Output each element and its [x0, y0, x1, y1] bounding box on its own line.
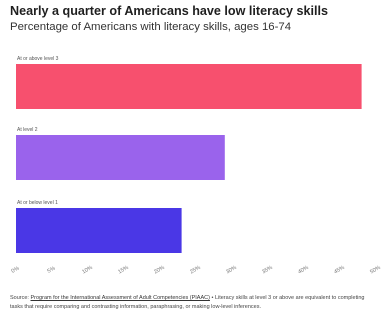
category-label: At or below level 1 [17, 200, 58, 206]
x-axis-ticks: 0% 5% 10% 15% 20% 25% 30% 35% 40% 45% 50% [11, 265, 382, 276]
x-tick-label: 0% [11, 265, 21, 274]
bar [16, 208, 182, 253]
x-tick-label: 10% [81, 265, 94, 276]
bar [16, 64, 362, 109]
category-label: At level 2 [17, 127, 38, 133]
x-tick-label: 30% [225, 265, 238, 276]
x-tick-label: 25% [189, 265, 202, 276]
footer-note: • Literacy skills at level 3 or above ar… [10, 295, 365, 310]
x-tick-label: 35% [261, 265, 274, 276]
x-tick-label: 5% [47, 265, 57, 274]
category-label: At or above level 3 [17, 56, 59, 62]
x-tick-label: 20% [153, 265, 166, 276]
x-tick-label: 45% [333, 265, 346, 276]
source-link[interactable]: Program for the International Assessment… [30, 295, 210, 301]
chart-footer: Source: Program for the International As… [10, 294, 378, 312]
source-prefix: Source: [10, 295, 29, 301]
x-tick-label: 50% [369, 265, 382, 276]
bars-layer [16, 64, 362, 253]
x-tick-label: 15% [117, 265, 130, 276]
chart-subtitle: Percentage of Americans with literacy sk… [10, 21, 292, 33]
category-labels-layer: At or above level 3 At level 2 At or below… [17, 56, 59, 206]
x-tick-label: 40% [297, 265, 310, 276]
bar [16, 135, 225, 180]
chart-title: Nearly a quarter of Americans have low l… [10, 4, 329, 18]
